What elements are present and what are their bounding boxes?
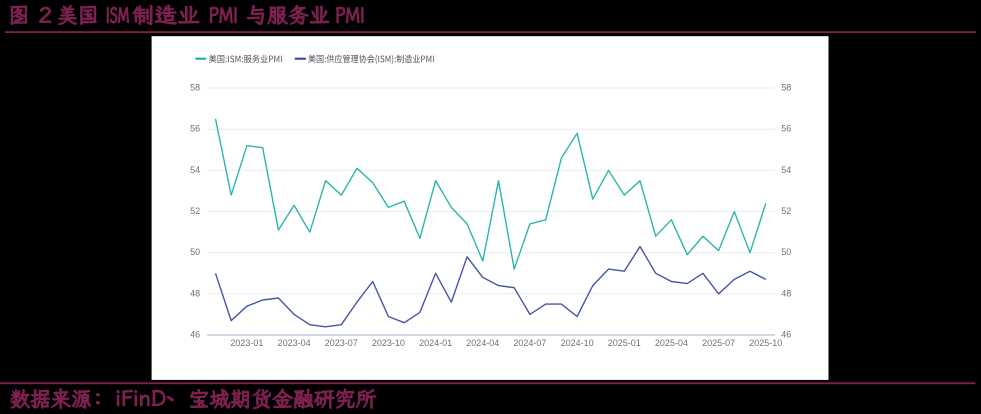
svg-text:52: 52 xyxy=(781,206,791,216)
svg-text:2024-01: 2024-01 xyxy=(419,338,452,348)
svg-text:50: 50 xyxy=(781,247,791,257)
svg-text:46: 46 xyxy=(781,330,791,340)
svg-text:54: 54 xyxy=(781,165,791,175)
svg-text:50: 50 xyxy=(190,247,200,257)
svg-text:2023-10: 2023-10 xyxy=(372,338,405,348)
svg-text:58: 58 xyxy=(190,83,200,93)
svg-text:2024-04: 2024-04 xyxy=(466,338,499,348)
svg-text:58: 58 xyxy=(781,83,791,93)
svg-text:2025-07: 2025-07 xyxy=(702,338,735,348)
svg-text:46: 46 xyxy=(190,330,200,340)
svg-text:48: 48 xyxy=(781,288,791,298)
svg-text:56: 56 xyxy=(781,124,791,134)
svg-text:52: 52 xyxy=(190,206,200,216)
svg-text:2023-04: 2023-04 xyxy=(278,338,311,348)
svg-text:2025-10: 2025-10 xyxy=(749,338,782,348)
svg-text:54: 54 xyxy=(190,165,200,175)
svg-text:2024-07: 2024-07 xyxy=(513,338,546,348)
svg-text:2025-01: 2025-01 xyxy=(608,338,641,348)
svg-text:2023-07: 2023-07 xyxy=(325,338,358,348)
svg-text:2025-04: 2025-04 xyxy=(655,338,688,348)
svg-text:2024-10: 2024-10 xyxy=(561,338,594,348)
svg-text:56: 56 xyxy=(190,124,200,134)
svg-text:48: 48 xyxy=(190,288,200,298)
svg-text:2023-01: 2023-01 xyxy=(230,338,263,348)
